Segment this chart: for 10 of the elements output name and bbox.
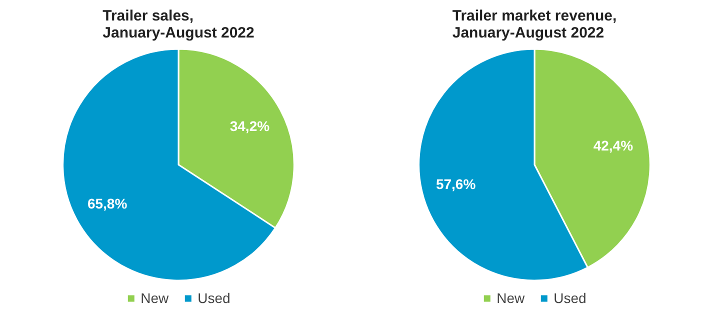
chart-title: Trailer market revenue, January-August 2022	[452, 8, 617, 42]
legend-label: Used	[198, 290, 230, 306]
chart-title: Trailer sales, January-August 2022	[102, 8, 254, 42]
legend-label: New	[140, 290, 169, 306]
data-label: 65,8%	[87, 195, 128, 212]
data-label: 57,6%	[436, 176, 476, 192]
data-label: 34,2%	[230, 118, 270, 134]
legend-label: New	[496, 290, 525, 306]
data-label: 42,4%	[593, 138, 634, 154]
legend-label: Used	[554, 290, 586, 306]
